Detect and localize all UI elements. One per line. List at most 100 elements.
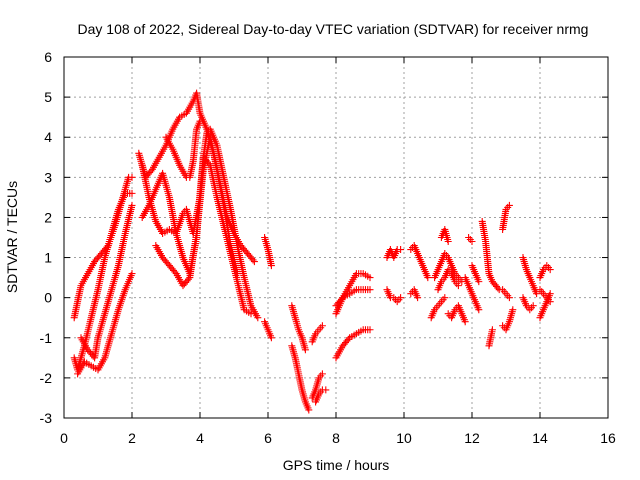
data-point	[366, 326, 374, 334]
data-point	[461, 318, 469, 326]
x-tick-label: 14	[532, 430, 548, 446]
data-point	[233, 270, 241, 278]
series-track-aa	[444, 302, 469, 326]
data-point	[546, 298, 554, 306]
x-tick-label: 16	[600, 430, 616, 446]
series-track-al	[519, 294, 537, 314]
data-point	[397, 246, 405, 254]
data-point	[254, 314, 262, 322]
data-point	[509, 306, 517, 314]
x-tick-label: 2	[128, 430, 136, 446]
data-point	[366, 286, 374, 294]
data-point	[546, 266, 554, 274]
data-point	[250, 258, 258, 266]
data-point	[505, 294, 513, 302]
data-point	[318, 370, 326, 378]
y-tick-label: -1	[40, 330, 53, 346]
data-point	[424, 274, 432, 282]
series-track-am	[536, 262, 554, 282]
data-point	[318, 322, 326, 330]
y-tick-label: 6	[44, 49, 52, 65]
data-point	[505, 201, 513, 209]
x-axis-label: GPS time / hours	[283, 457, 390, 473]
data-point	[441, 294, 449, 302]
data-points	[70, 89, 554, 414]
series-track-ae	[478, 217, 503, 294]
x-tick-label: 10	[396, 430, 412, 446]
data-point	[533, 290, 541, 298]
series-track-ag	[485, 326, 496, 350]
series-track-k	[261, 318, 275, 342]
y-tick-label: 2	[44, 209, 52, 225]
series-track-t	[383, 246, 405, 262]
series-track-u	[383, 286, 405, 306]
data-point	[529, 302, 537, 310]
data-point	[414, 294, 422, 302]
series-track-l	[288, 302, 309, 354]
series-track-m	[288, 342, 313, 414]
series-track-j	[261, 234, 275, 270]
grid	[64, 57, 608, 418]
series-track-ak	[519, 254, 541, 298]
series-track-ac	[437, 225, 452, 246]
y-tick-label: 4	[44, 129, 52, 145]
series-track-z	[427, 294, 449, 322]
series-track-x	[431, 250, 466, 286]
data-point-interp	[171, 268, 179, 276]
series-track-ad	[465, 234, 476, 246]
data-point	[128, 189, 136, 197]
x-tick-label: 4	[196, 430, 204, 446]
y-tick-label: -2	[40, 370, 53, 386]
series-track-v	[407, 242, 432, 282]
y-tick-label: -3	[40, 410, 53, 426]
data-point	[397, 294, 405, 302]
series-track-ah	[499, 201, 513, 233]
y-tick-label: 1	[44, 250, 52, 266]
data-point	[128, 270, 136, 278]
data-point	[444, 238, 452, 246]
data-point	[322, 386, 330, 394]
data-point	[196, 117, 204, 125]
series-track-d	[77, 201, 136, 362]
data-point	[475, 278, 483, 286]
series-track-s	[332, 326, 374, 362]
data-point-interp	[249, 256, 257, 264]
series-track-ao	[536, 286, 554, 306]
series-track-w	[407, 286, 422, 302]
data-point	[301, 346, 309, 354]
y-axis-label: SDTVAR / TECUs	[4, 181, 20, 293]
series-track-ab	[461, 274, 483, 314]
series-track-c	[74, 270, 136, 378]
series-track-n	[308, 322, 326, 346]
series-track-h	[152, 133, 241, 290]
data-point	[366, 274, 374, 282]
x-tick-label: 0	[60, 430, 68, 446]
data-point	[128, 173, 136, 181]
data-point-interp	[344, 335, 352, 343]
data-point	[475, 306, 483, 314]
y-tick-label: 5	[44, 89, 52, 105]
series-track-y	[434, 266, 462, 294]
data-point	[247, 310, 255, 318]
x-tick-label: 12	[464, 430, 480, 446]
data-point-interp	[184, 275, 192, 283]
series-track-r	[332, 286, 374, 310]
data-point	[267, 334, 275, 342]
data-point-interp	[494, 284, 502, 292]
series-track-p	[312, 386, 330, 406]
data-point	[468, 238, 476, 246]
y-tick-label: 0	[44, 290, 52, 306]
chart-title: Day 108 of 2022, Sidereal Day-to-day VTE…	[78, 21, 589, 37]
data-point	[454, 282, 462, 290]
y-tick-label: 3	[44, 169, 52, 185]
series-track-aj	[499, 286, 513, 302]
data-point	[267, 262, 275, 270]
series-track-a	[70, 173, 136, 322]
series-track-af	[468, 262, 483, 286]
x-tick-label: 6	[264, 430, 272, 446]
data-point-interp	[337, 295, 345, 303]
data-point	[546, 290, 554, 298]
data-point-interp	[147, 167, 155, 175]
